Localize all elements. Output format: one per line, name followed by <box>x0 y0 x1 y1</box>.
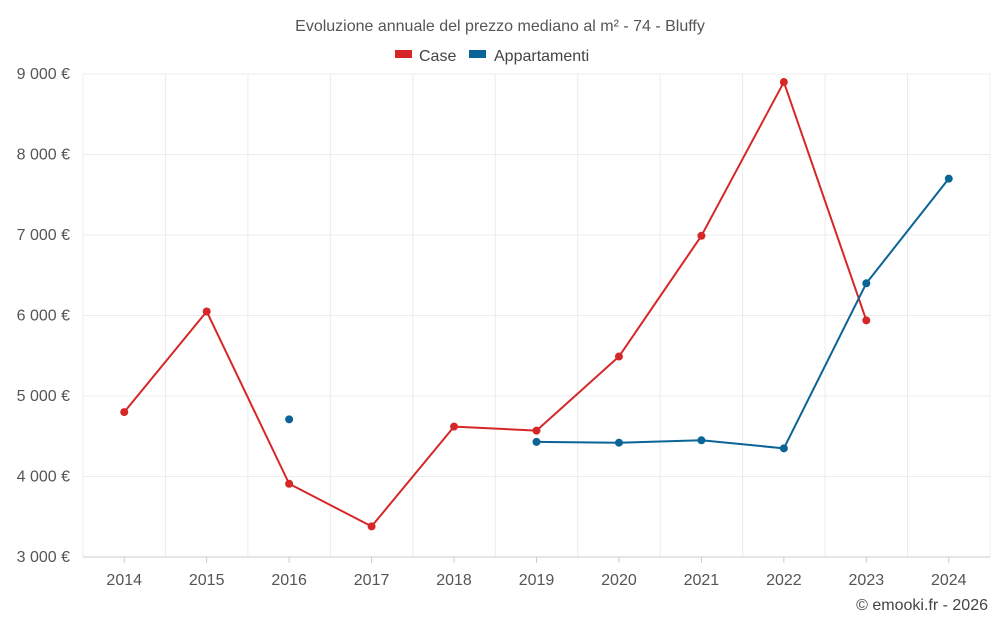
data-point-appartamenti[interactable] <box>285 415 294 424</box>
grid <box>82 73 991 558</box>
series-line-appartamenti <box>536 178 950 450</box>
x-tick-label: 2015 <box>189 572 225 589</box>
y-tick-label: 5 000 € <box>17 388 70 405</box>
data-point-case[interactable] <box>614 352 623 361</box>
data-point-appartamenti[interactable] <box>779 444 788 453</box>
data-point-case[interactable] <box>532 426 541 435</box>
data-point-appartamenti[interactable] <box>697 436 706 445</box>
y-tick-label: 3 000 € <box>17 549 70 566</box>
data-point-appartamenti[interactable] <box>862 279 871 288</box>
legend-label-appartamenti: Appartamenti <box>494 48 589 65</box>
data-point-case[interactable] <box>862 316 871 325</box>
x-tick-label: 2016 <box>271 572 307 589</box>
data-point-case[interactable] <box>367 522 376 531</box>
data-point-appartamenti[interactable] <box>532 437 541 446</box>
series-appartamenti <box>285 174 953 453</box>
data-point-case[interactable] <box>450 422 459 431</box>
credit: © emooki.fr - 2026 <box>856 597 988 614</box>
legend-swatch-appartamenti <box>469 50 486 58</box>
series-case <box>120 78 871 531</box>
legend-label-case: Case <box>419 48 456 65</box>
y-axis: 3 000 € 4 000 € 5 000 € 6 000 € 7 000 € 8 000… <box>17 66 70 566</box>
x-axis: 2014 2015 2016 2017 2018 2019 2020 2021 2022 2023… <box>83 556 990 589</box>
data-point-case[interactable] <box>285 479 294 488</box>
data-point-appartamenti[interactable] <box>614 438 623 447</box>
y-tick-label: 4 000 € <box>17 469 70 486</box>
data-point-case[interactable] <box>697 231 706 240</box>
legend-item-case[interactable]: Case <box>395 48 456 65</box>
data-point-case[interactable] <box>120 408 129 417</box>
y-tick-label: 8 000 € <box>17 147 70 164</box>
x-tick-label: 2022 <box>766 572 802 589</box>
y-tick-label: 9 000 € <box>17 66 70 83</box>
data-point-case[interactable] <box>202 307 211 316</box>
data-point-case[interactable] <box>779 78 788 87</box>
x-tick-label: 2024 <box>931 572 967 589</box>
x-tick-label: 2014 <box>106 572 142 589</box>
data-point-appartamenti[interactable] <box>944 174 953 183</box>
legend-item-appartamenti[interactable]: Appartamenti <box>469 48 589 65</box>
x-tick-label: 2023 <box>849 572 885 589</box>
x-tick-label: 2017 <box>354 572 390 589</box>
series-line-case <box>123 81 868 528</box>
y-tick-label: 7 000 € <box>17 227 70 244</box>
y-tick-label: 6 000 € <box>17 308 70 325</box>
legend: Case Appartamenti <box>395 48 589 65</box>
x-tick-label: 2018 <box>436 572 472 589</box>
x-tick-label: 2021 <box>684 572 720 589</box>
series <box>120 78 953 531</box>
legend-swatch-case <box>395 50 412 58</box>
x-tick-label: 2019 <box>519 572 555 589</box>
chart-title: Evoluzione annuale del prezzo mediano al… <box>295 18 705 35</box>
x-tick-label: 2020 <box>601 572 637 589</box>
